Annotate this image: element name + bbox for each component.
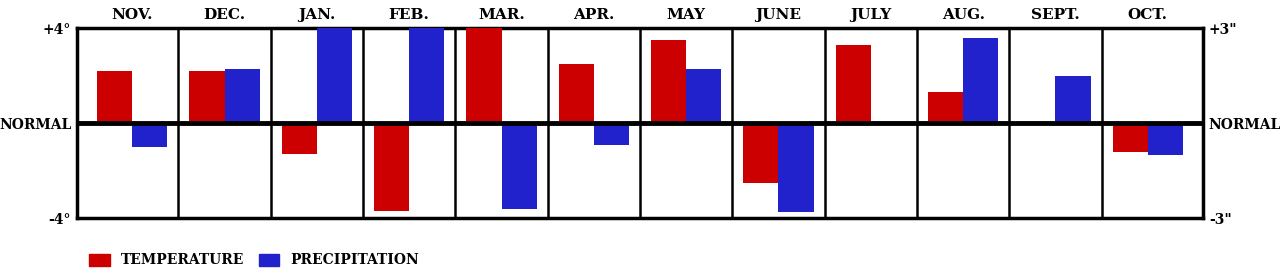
Bar [928, 92, 963, 123]
Bar [132, 123, 168, 147]
Bar [97, 71, 132, 123]
Bar [410, 28, 444, 123]
Bar [282, 123, 317, 154]
Bar [374, 123, 410, 211]
Bar [189, 71, 224, 123]
Bar [317, 28, 352, 123]
Bar [686, 69, 721, 123]
Bar [466, 28, 502, 123]
Bar [836, 45, 870, 123]
Bar [594, 123, 628, 145]
Bar [559, 64, 594, 123]
Bar [744, 123, 778, 183]
Bar [224, 69, 260, 123]
Bar [1112, 123, 1148, 152]
Bar [652, 40, 686, 123]
Bar [1056, 76, 1091, 123]
Bar [963, 38, 998, 123]
Bar [502, 123, 536, 209]
Legend: TEMPERATURE, PRECIPITATION: TEMPERATURE, PRECIPITATION [83, 248, 425, 273]
Bar [778, 123, 814, 212]
Bar [1148, 123, 1183, 155]
